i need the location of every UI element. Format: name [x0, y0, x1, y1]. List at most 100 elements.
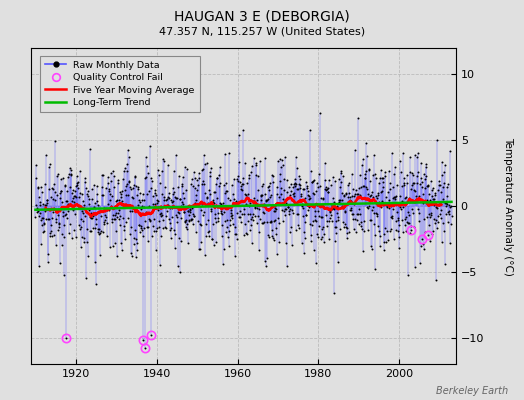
Point	[389, 205, 397, 212]
Point	[387, 226, 395, 232]
Point	[219, 200, 227, 206]
Point	[85, 206, 94, 213]
Point	[390, 170, 398, 177]
Point	[384, 188, 392, 195]
Point	[364, 227, 373, 233]
Point	[65, 230, 73, 236]
Point	[387, 150, 396, 156]
Point	[204, 229, 212, 235]
Point	[86, 146, 94, 153]
Point	[266, 218, 275, 224]
Point	[306, 221, 314, 228]
Point	[88, 196, 96, 202]
Point	[191, 175, 200, 181]
Point	[123, 168, 131, 174]
Point	[237, 181, 246, 187]
Point	[79, 198, 87, 204]
Point	[412, 180, 421, 187]
Point	[196, 207, 205, 214]
Point	[250, 155, 258, 161]
Point	[240, 211, 248, 217]
Point	[378, 175, 386, 181]
Point	[356, 192, 364, 198]
Point	[154, 198, 162, 204]
Point	[341, 221, 349, 227]
Point	[282, 240, 291, 246]
Point	[352, 187, 360, 193]
Point	[205, 228, 213, 234]
Point	[49, 196, 57, 202]
Point	[91, 224, 99, 231]
Point	[128, 208, 136, 215]
Point	[435, 202, 443, 208]
Point	[226, 222, 234, 229]
Point	[42, 202, 50, 208]
Point	[265, 219, 274, 225]
Point	[252, 160, 260, 167]
Point	[182, 224, 191, 230]
Point	[367, 243, 375, 250]
Point	[61, 182, 69, 188]
Point	[87, 228, 95, 234]
Point	[312, 230, 321, 237]
Point	[355, 172, 364, 178]
Point	[406, 154, 414, 160]
Point	[230, 200, 238, 206]
Point	[123, 161, 132, 168]
Point	[314, 213, 323, 220]
Point	[356, 210, 364, 217]
Point	[277, 164, 286, 170]
Point	[303, 192, 312, 198]
Point	[314, 184, 322, 191]
Point	[446, 148, 454, 154]
Point	[37, 217, 46, 223]
Point	[365, 167, 374, 174]
Point	[168, 191, 177, 197]
Point	[431, 204, 440, 210]
Point	[155, 218, 163, 224]
Point	[417, 243, 425, 249]
Point	[263, 197, 271, 204]
Point	[287, 181, 296, 187]
Point	[383, 201, 391, 208]
Point	[376, 242, 385, 249]
Point	[108, 216, 116, 222]
Point	[82, 226, 91, 232]
Point	[111, 216, 119, 222]
Point	[121, 164, 129, 171]
Point	[240, 206, 248, 212]
Point	[315, 203, 324, 210]
Point	[273, 184, 281, 190]
Point	[442, 211, 450, 217]
Point	[298, 200, 306, 207]
Point	[126, 231, 134, 238]
Point	[246, 200, 254, 206]
Point	[438, 159, 446, 166]
Point	[124, 147, 133, 153]
Point	[185, 205, 194, 212]
Point	[123, 181, 132, 187]
Point	[261, 198, 270, 204]
Point	[100, 206, 108, 212]
Point	[117, 247, 126, 254]
Point	[436, 200, 444, 206]
Point	[224, 150, 233, 156]
Point	[423, 232, 432, 238]
Point	[106, 243, 114, 250]
Point	[288, 191, 297, 198]
Point	[281, 206, 290, 212]
Point	[231, 223, 239, 230]
Point	[441, 200, 450, 206]
Point	[220, 209, 228, 215]
Point	[280, 208, 288, 214]
Point	[425, 222, 433, 228]
Point	[207, 208, 215, 214]
Point	[238, 175, 247, 182]
Point	[141, 175, 149, 182]
Point	[294, 172, 303, 179]
Point	[218, 233, 226, 240]
Point	[344, 199, 352, 205]
Point	[419, 199, 427, 206]
Point	[246, 227, 255, 233]
Point	[54, 221, 63, 227]
